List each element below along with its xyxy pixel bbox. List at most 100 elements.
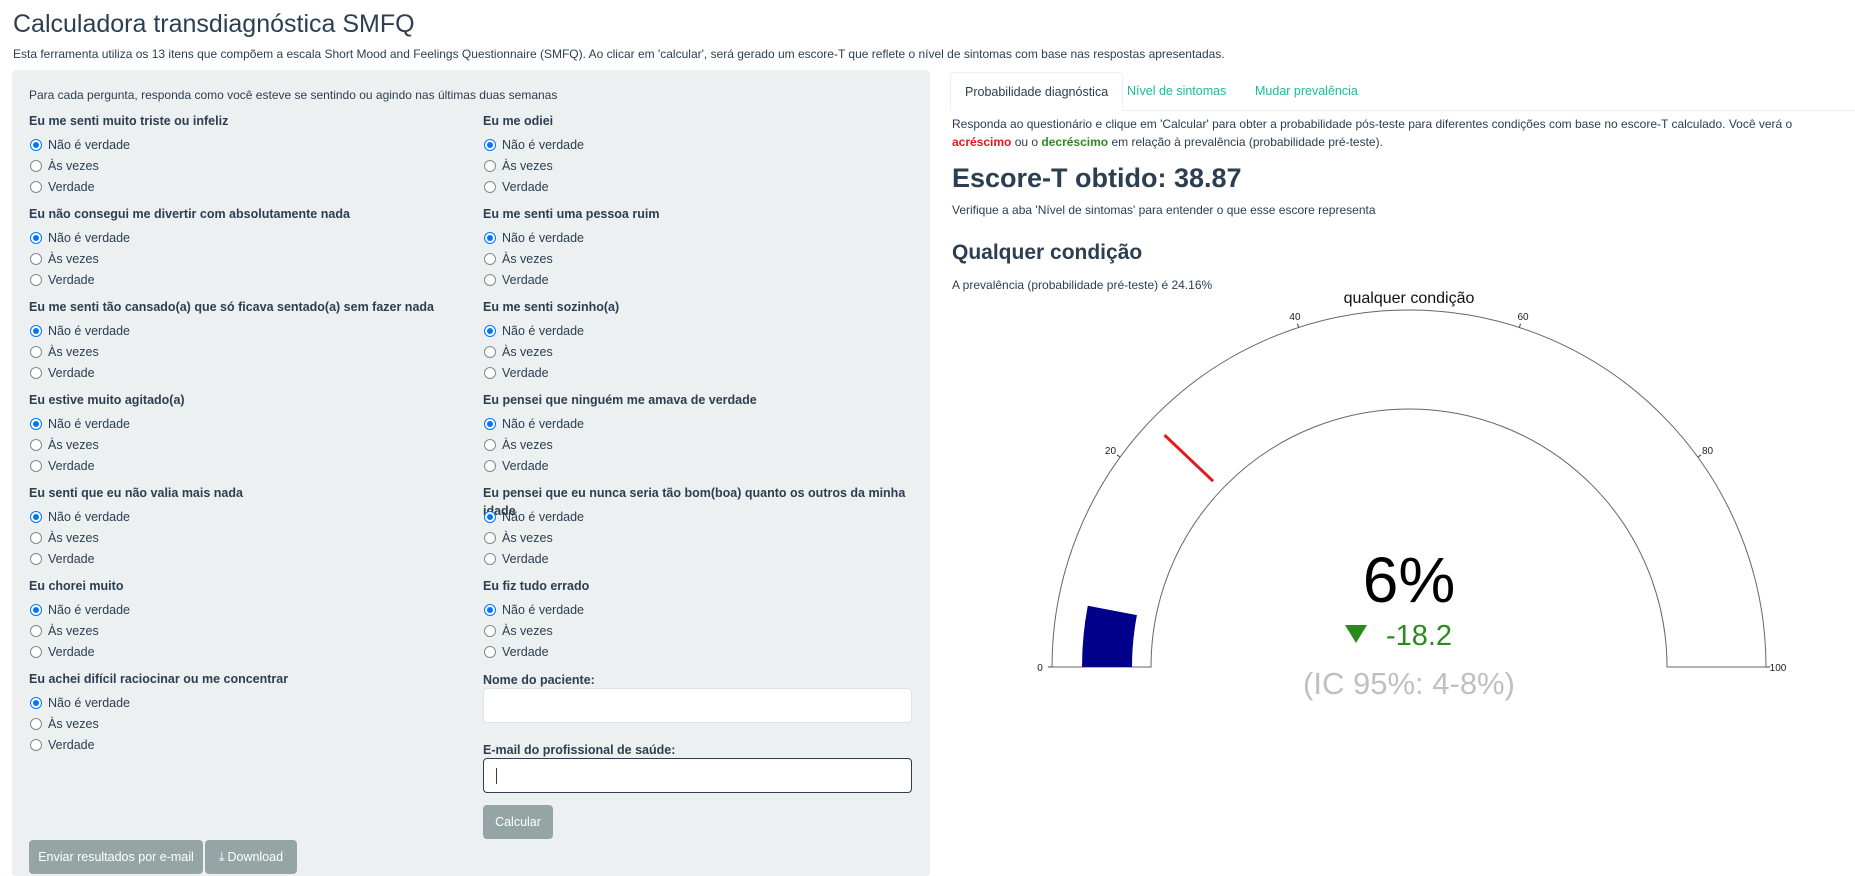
radio-option[interactable]: Verdade xyxy=(29,734,459,755)
radio-option[interactable]: Às vezes xyxy=(483,341,913,362)
radio-option[interactable]: Às vezes xyxy=(29,527,459,548)
radio-button[interactable] xyxy=(30,438,42,451)
radio-button[interactable] xyxy=(484,510,496,523)
radio-button[interactable] xyxy=(484,138,496,151)
radio-button[interactable] xyxy=(30,603,42,616)
radio-option[interactable]: Não é verdade xyxy=(483,413,913,434)
radio-button[interactable] xyxy=(484,345,496,358)
gauge-delta-label: -18.2 xyxy=(1386,620,1452,652)
radio-button[interactable] xyxy=(30,138,42,151)
radio-button[interactable] xyxy=(30,552,42,565)
radio-option[interactable]: Não é verdade xyxy=(29,599,459,620)
question-label: Eu estive muito agitado(a) xyxy=(29,393,185,407)
radio-button[interactable] xyxy=(30,252,42,265)
radio-button[interactable] xyxy=(30,531,42,544)
radio-option[interactable]: Não é verdade xyxy=(29,506,459,527)
radio-button[interactable] xyxy=(484,231,496,244)
radio-button[interactable] xyxy=(30,717,42,730)
radio-button[interactable] xyxy=(484,417,496,430)
send-email-button[interactable]: Enviar resultados por e-mail xyxy=(29,840,203,874)
radio-option[interactable]: Verdade xyxy=(483,362,913,383)
radio-option[interactable]: Verdade xyxy=(483,269,913,290)
radio-option[interactable]: Não é verdade xyxy=(29,692,459,713)
radio-button[interactable] xyxy=(30,624,42,637)
radio-option[interactable]: Não é verdade xyxy=(483,320,913,341)
radio-option[interactable]: Às vezes xyxy=(29,620,459,641)
radio-button[interactable] xyxy=(30,159,42,172)
radio-button[interactable] xyxy=(484,438,496,451)
radio-option[interactable]: Verdade xyxy=(483,176,913,197)
radio-button[interactable] xyxy=(484,624,496,637)
tab-probabilidade-diagnostica[interactable]: Probabilidade diagnóstica xyxy=(950,72,1124,111)
desc-text: ou o xyxy=(1011,135,1042,149)
email-input[interactable] xyxy=(483,758,912,793)
calculate-button[interactable]: Calcular xyxy=(483,805,553,839)
radio-button[interactable] xyxy=(30,180,42,193)
radio-option[interactable]: Às vezes xyxy=(29,341,459,362)
question-label: Eu chorei muito xyxy=(29,579,124,593)
radio-button[interactable] xyxy=(30,273,42,286)
radio-option[interactable]: Verdade xyxy=(29,269,459,290)
radio-option[interactable]: Não é verdade xyxy=(483,134,913,155)
radio-option[interactable]: Às vezes xyxy=(483,155,913,176)
radio-option[interactable]: Verdade xyxy=(29,548,459,569)
radio-button[interactable] xyxy=(484,603,496,616)
question-label: Eu me senti tão cansado(a) que só ficava… xyxy=(29,300,434,314)
radio-option[interactable]: Às vezes xyxy=(483,248,913,269)
radio-button[interactable] xyxy=(484,531,496,544)
question-label: Eu me senti uma pessoa ruim xyxy=(483,207,660,221)
patient-name-input[interactable] xyxy=(483,688,912,723)
radio-button[interactable] xyxy=(30,459,42,472)
radio-option[interactable]: Às vezes xyxy=(29,155,459,176)
radio-option[interactable]: Verdade xyxy=(483,548,913,569)
radio-option[interactable]: Às vezes xyxy=(483,620,913,641)
radio-option[interactable]: Às vezes xyxy=(29,713,459,734)
radio-button[interactable] xyxy=(484,180,496,193)
radio-option[interactable]: Às vezes xyxy=(483,434,913,455)
radio-option[interactable]: Verdade xyxy=(29,176,459,197)
radio-label: Às vezes xyxy=(48,158,99,173)
radio-option[interactable]: Não é verdade xyxy=(483,599,913,620)
gauge-value-bar xyxy=(1082,605,1137,667)
radio-button[interactable] xyxy=(30,324,42,337)
radio-button[interactable] xyxy=(484,159,496,172)
radio-button[interactable] xyxy=(30,417,42,430)
gauge-tick-label: 60 xyxy=(1517,312,1529,323)
radio-option[interactable]: Verdade xyxy=(29,455,459,476)
radio-option[interactable]: Não é verdade xyxy=(29,227,459,248)
radio-button[interactable] xyxy=(30,696,42,709)
radio-option[interactable]: Não é verdade xyxy=(29,134,459,155)
radio-option[interactable]: Verdade xyxy=(29,362,459,383)
radio-label: Não é verdade xyxy=(48,695,131,710)
radio-button[interactable] xyxy=(484,252,496,265)
radio-button[interactable] xyxy=(484,324,496,337)
radio-option[interactable]: Às vezes xyxy=(29,248,459,269)
radio-option[interactable]: Não é verdade xyxy=(483,506,913,527)
radio-label: Verdade xyxy=(48,458,95,473)
radio-button[interactable] xyxy=(30,231,42,244)
radio-option[interactable]: Verdade xyxy=(483,641,913,662)
radio-option[interactable]: Não é verdade xyxy=(483,227,913,248)
radio-button[interactable] xyxy=(484,552,496,565)
download-icon: ⤓ xyxy=(218,849,225,864)
radio-option[interactable]: Verdade xyxy=(29,641,459,662)
radio-button[interactable] xyxy=(30,738,42,751)
radio-option[interactable]: Não é verdade xyxy=(29,413,459,434)
radio-button[interactable] xyxy=(484,645,496,658)
radio-option[interactable]: Verdade xyxy=(483,455,913,476)
radio-option[interactable]: Às vezes xyxy=(483,527,913,548)
result-description: Responda ao questionário e clique em 'Ca… xyxy=(952,115,1852,151)
tab-nivel-de-sintomas[interactable]: Nível de sintomas xyxy=(1127,84,1227,98)
radio-button[interactable] xyxy=(30,345,42,358)
download-button[interactable]: ⤓ Download xyxy=(205,840,297,874)
tab-mudar-prevalencia[interactable]: Mudar prevalência xyxy=(1255,84,1358,98)
radio-option[interactable]: Não é verdade xyxy=(29,320,459,341)
radio-button[interactable] xyxy=(30,366,42,379)
radio-option[interactable]: Às vezes xyxy=(29,434,459,455)
radio-button[interactable] xyxy=(484,366,496,379)
radio-button[interactable] xyxy=(30,510,42,523)
radio-button[interactable] xyxy=(30,645,42,658)
radio-label: Às vezes xyxy=(48,716,99,731)
radio-button[interactable] xyxy=(484,459,496,472)
radio-button[interactable] xyxy=(484,273,496,286)
